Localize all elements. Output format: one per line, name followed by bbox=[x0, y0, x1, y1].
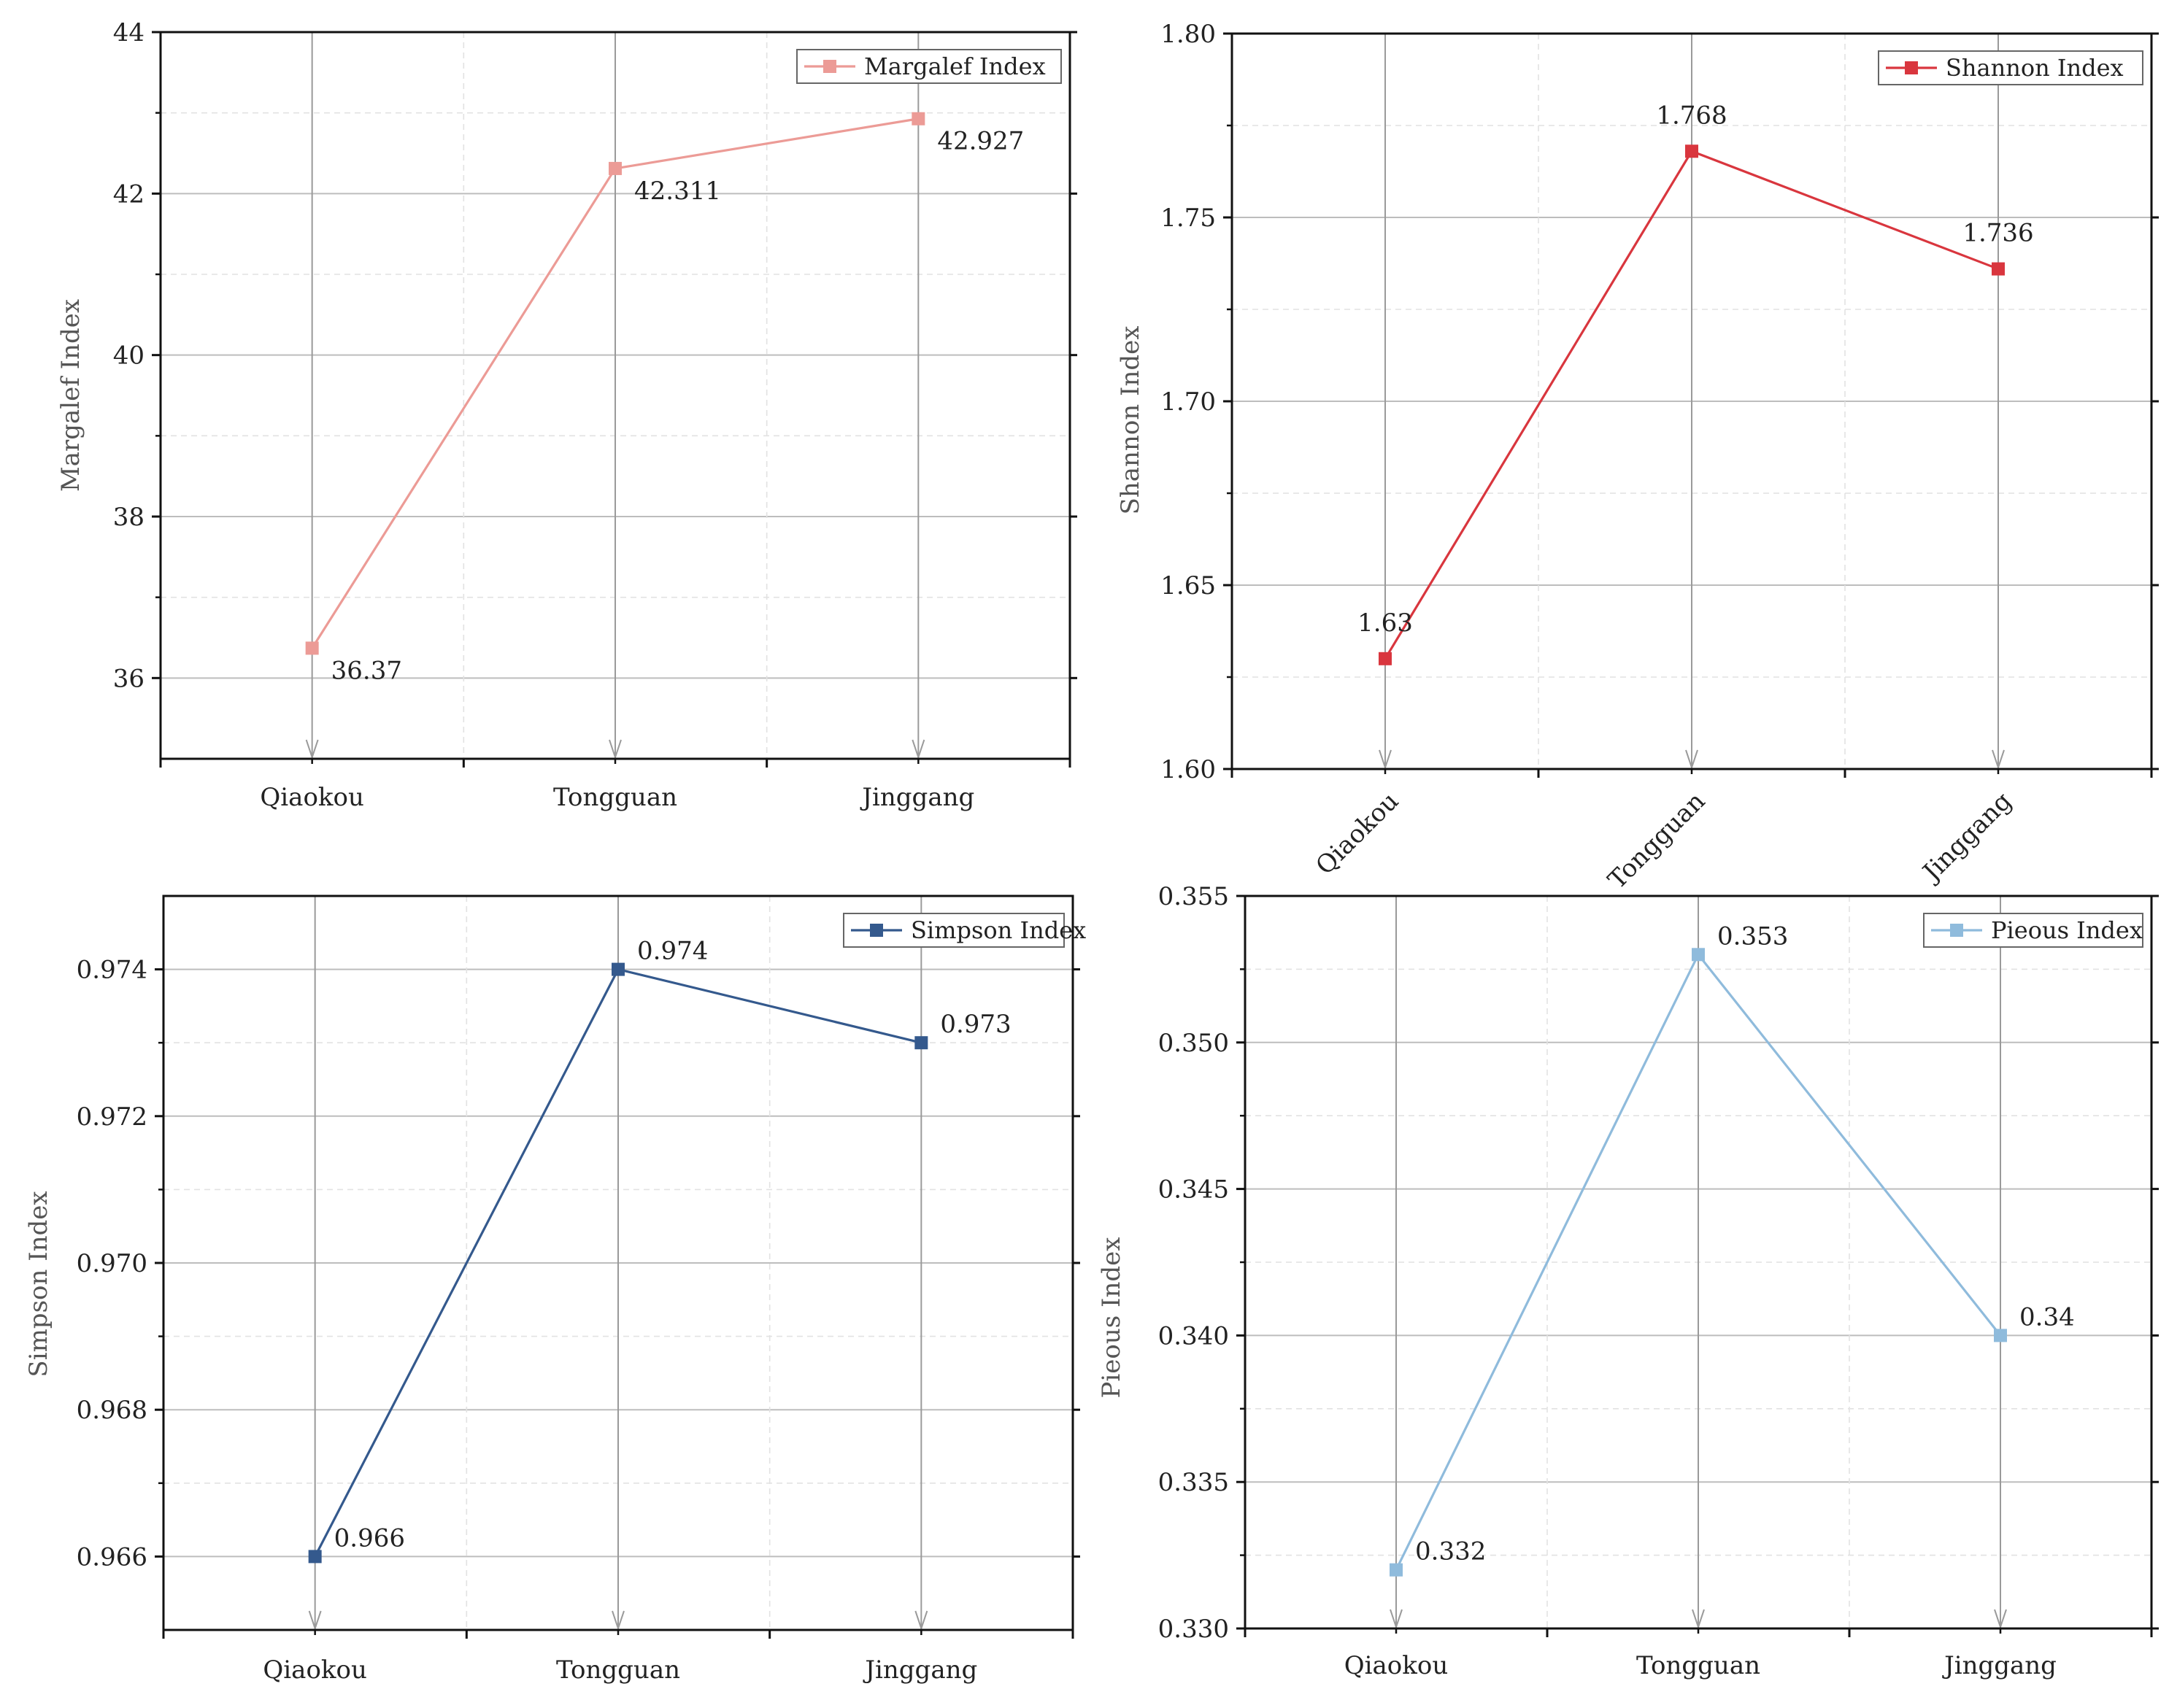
data-label: 1.63 bbox=[1357, 608, 1413, 638]
x-category-label: Jinggang bbox=[860, 783, 974, 812]
y-tick-label: 1.75 bbox=[1160, 204, 1216, 233]
data-point-marker bbox=[1379, 652, 1392, 665]
y-axis-title: Shannon Index bbox=[1116, 326, 1145, 515]
y-tick-label: 0.345 bbox=[1158, 1175, 1229, 1205]
x-category-label: Qiaokou bbox=[1310, 787, 1404, 881]
x-category-label: Tongguan bbox=[1636, 1651, 1760, 1680]
chart-panel-simpson: 0.966 0.968 0.970 0.972 0.974 Qiaokou Tongguan… bbox=[24, 894, 1086, 1685]
drop-line-arrow-icon bbox=[1994, 1609, 2007, 1630]
legend-label: Pieous Index bbox=[1991, 916, 2143, 944]
drop-line-arrow-icon bbox=[612, 1610, 625, 1631]
data-point-marker bbox=[305, 641, 319, 655]
x-category-label: Qiaokou bbox=[1344, 1651, 1448, 1680]
x-category-label: Tongguan bbox=[1603, 787, 1711, 894]
y-tick-label: 38 bbox=[113, 503, 145, 532]
y-tick-label: 0.330 bbox=[1158, 1615, 1229, 1644]
legend-marker-swatch bbox=[1905, 61, 1918, 74]
y-tick-label: 0.968 bbox=[77, 1396, 147, 1425]
drop-line-arrow-icon bbox=[914, 1610, 928, 1631]
legend: Simpson Index bbox=[843, 913, 1086, 948]
y-tick-label: 0.340 bbox=[1158, 1321, 1229, 1350]
chart-panel-margalef: 36 38 40 42 44 Qiaokou Tongguan Jinggang Margale… bbox=[56, 18, 1077, 812]
drop-line-arrow-icon bbox=[1379, 749, 1392, 770]
y-tick-label: 36 bbox=[113, 664, 145, 693]
data-label: 42.927 bbox=[937, 127, 1024, 156]
data-label: 0.973 bbox=[940, 1010, 1011, 1039]
data-label: 42.311 bbox=[634, 177, 721, 206]
y-tick-label: 1.60 bbox=[1160, 755, 1216, 784]
legend-box bbox=[1878, 50, 2143, 85]
y-tick-label: 0.350 bbox=[1158, 1029, 1229, 1058]
y-tick-label: 0.972 bbox=[77, 1102, 147, 1132]
legend-marker-swatch bbox=[823, 60, 836, 73]
x-category-label: Qiaokou bbox=[260, 783, 363, 812]
y-tick-label: 0.970 bbox=[77, 1249, 147, 1278]
legend: Pieous Index bbox=[1923, 913, 2143, 948]
data-label: 0.332 bbox=[1415, 1537, 1486, 1566]
y-axis-title: Pieous Index bbox=[1097, 1237, 1126, 1399]
y-tick-label: 1.65 bbox=[1160, 571, 1216, 600]
drop-line-arrow-icon bbox=[1390, 1609, 1403, 1630]
x-category-label: Tongguan bbox=[553, 783, 677, 812]
y-axis-title: Margalef Index bbox=[56, 299, 85, 492]
data-point-marker bbox=[1992, 262, 2005, 276]
data-point-marker bbox=[1390, 1563, 1403, 1577]
data-label: 0.974 bbox=[637, 937, 708, 966]
legend: Shannon Index bbox=[1878, 50, 2143, 85]
x-category-label: Jinggang bbox=[1942, 1651, 2057, 1680]
x-category-label: Qiaokou bbox=[263, 1655, 366, 1685]
data-point-marker bbox=[609, 161, 622, 175]
x-category-label: Tongguan bbox=[556, 1655, 680, 1685]
y-tick-label: 1.70 bbox=[1160, 387, 1216, 417]
data-point-marker bbox=[612, 962, 625, 976]
y-tick-label: 42 bbox=[113, 179, 145, 209]
drop-line-arrow-icon bbox=[305, 739, 319, 760]
data-label: 1.768 bbox=[1656, 101, 1727, 130]
chart-panel-pieous: 0.330 0.335 0.340 0.345 0.350 0.355 Qiaokou Ton… bbox=[1097, 882, 2159, 1680]
data-label: 1.736 bbox=[1962, 219, 2033, 248]
data-point-marker bbox=[1685, 144, 1698, 158]
y-tick-label: 0.966 bbox=[77, 1542, 147, 1572]
y-tick-label: 1.80 bbox=[1160, 20, 1216, 49]
legend-label: Shannon Index bbox=[1946, 54, 2124, 82]
data-label: 36.37 bbox=[331, 656, 402, 685]
drop-line-arrow-icon bbox=[308, 1610, 322, 1631]
chart-panel-shannon: 1.60 1.65 1.70 1.75 1.80 Qiaokou Tongguan Jingg… bbox=[1116, 20, 2159, 895]
data-point-marker bbox=[1994, 1329, 2007, 1342]
y-tick-label: 0.335 bbox=[1158, 1468, 1229, 1497]
drop-line-arrow-icon bbox=[1692, 1609, 1705, 1630]
legend-marker-swatch bbox=[1950, 924, 1963, 937]
legend: Margalef Index bbox=[796, 49, 1062, 84]
data-label: 0.353 bbox=[1717, 921, 1788, 951]
drop-line-arrow-icon bbox=[1685, 749, 1698, 770]
drop-line-arrow-icon bbox=[1992, 749, 2005, 770]
drop-line-arrow-icon bbox=[609, 739, 622, 760]
x-category-label: Jinggang bbox=[1916, 787, 2017, 888]
y-tick-label: 0.355 bbox=[1158, 882, 1229, 911]
data-label: 0.966 bbox=[334, 1523, 405, 1553]
y-tick-label: 44 bbox=[113, 18, 145, 47]
legend-label: Margalef Index bbox=[864, 53, 1046, 80]
data-point-marker bbox=[912, 112, 925, 125]
x-category-label: Jinggang bbox=[863, 1655, 977, 1685]
y-axis-title: Simpson Index bbox=[24, 1191, 53, 1377]
legend-label: Simpson Index bbox=[911, 916, 1086, 944]
legend-marker-swatch bbox=[870, 924, 883, 937]
drop-line-arrow-icon bbox=[912, 739, 925, 760]
y-tick-label: 0.974 bbox=[77, 956, 147, 985]
data-point-marker bbox=[914, 1036, 928, 1050]
data-point-marker bbox=[1692, 948, 1705, 962]
y-tick-label: 40 bbox=[113, 341, 145, 371]
data-point-marker bbox=[308, 1550, 322, 1564]
data-label: 0.34 bbox=[2019, 1302, 2075, 1332]
